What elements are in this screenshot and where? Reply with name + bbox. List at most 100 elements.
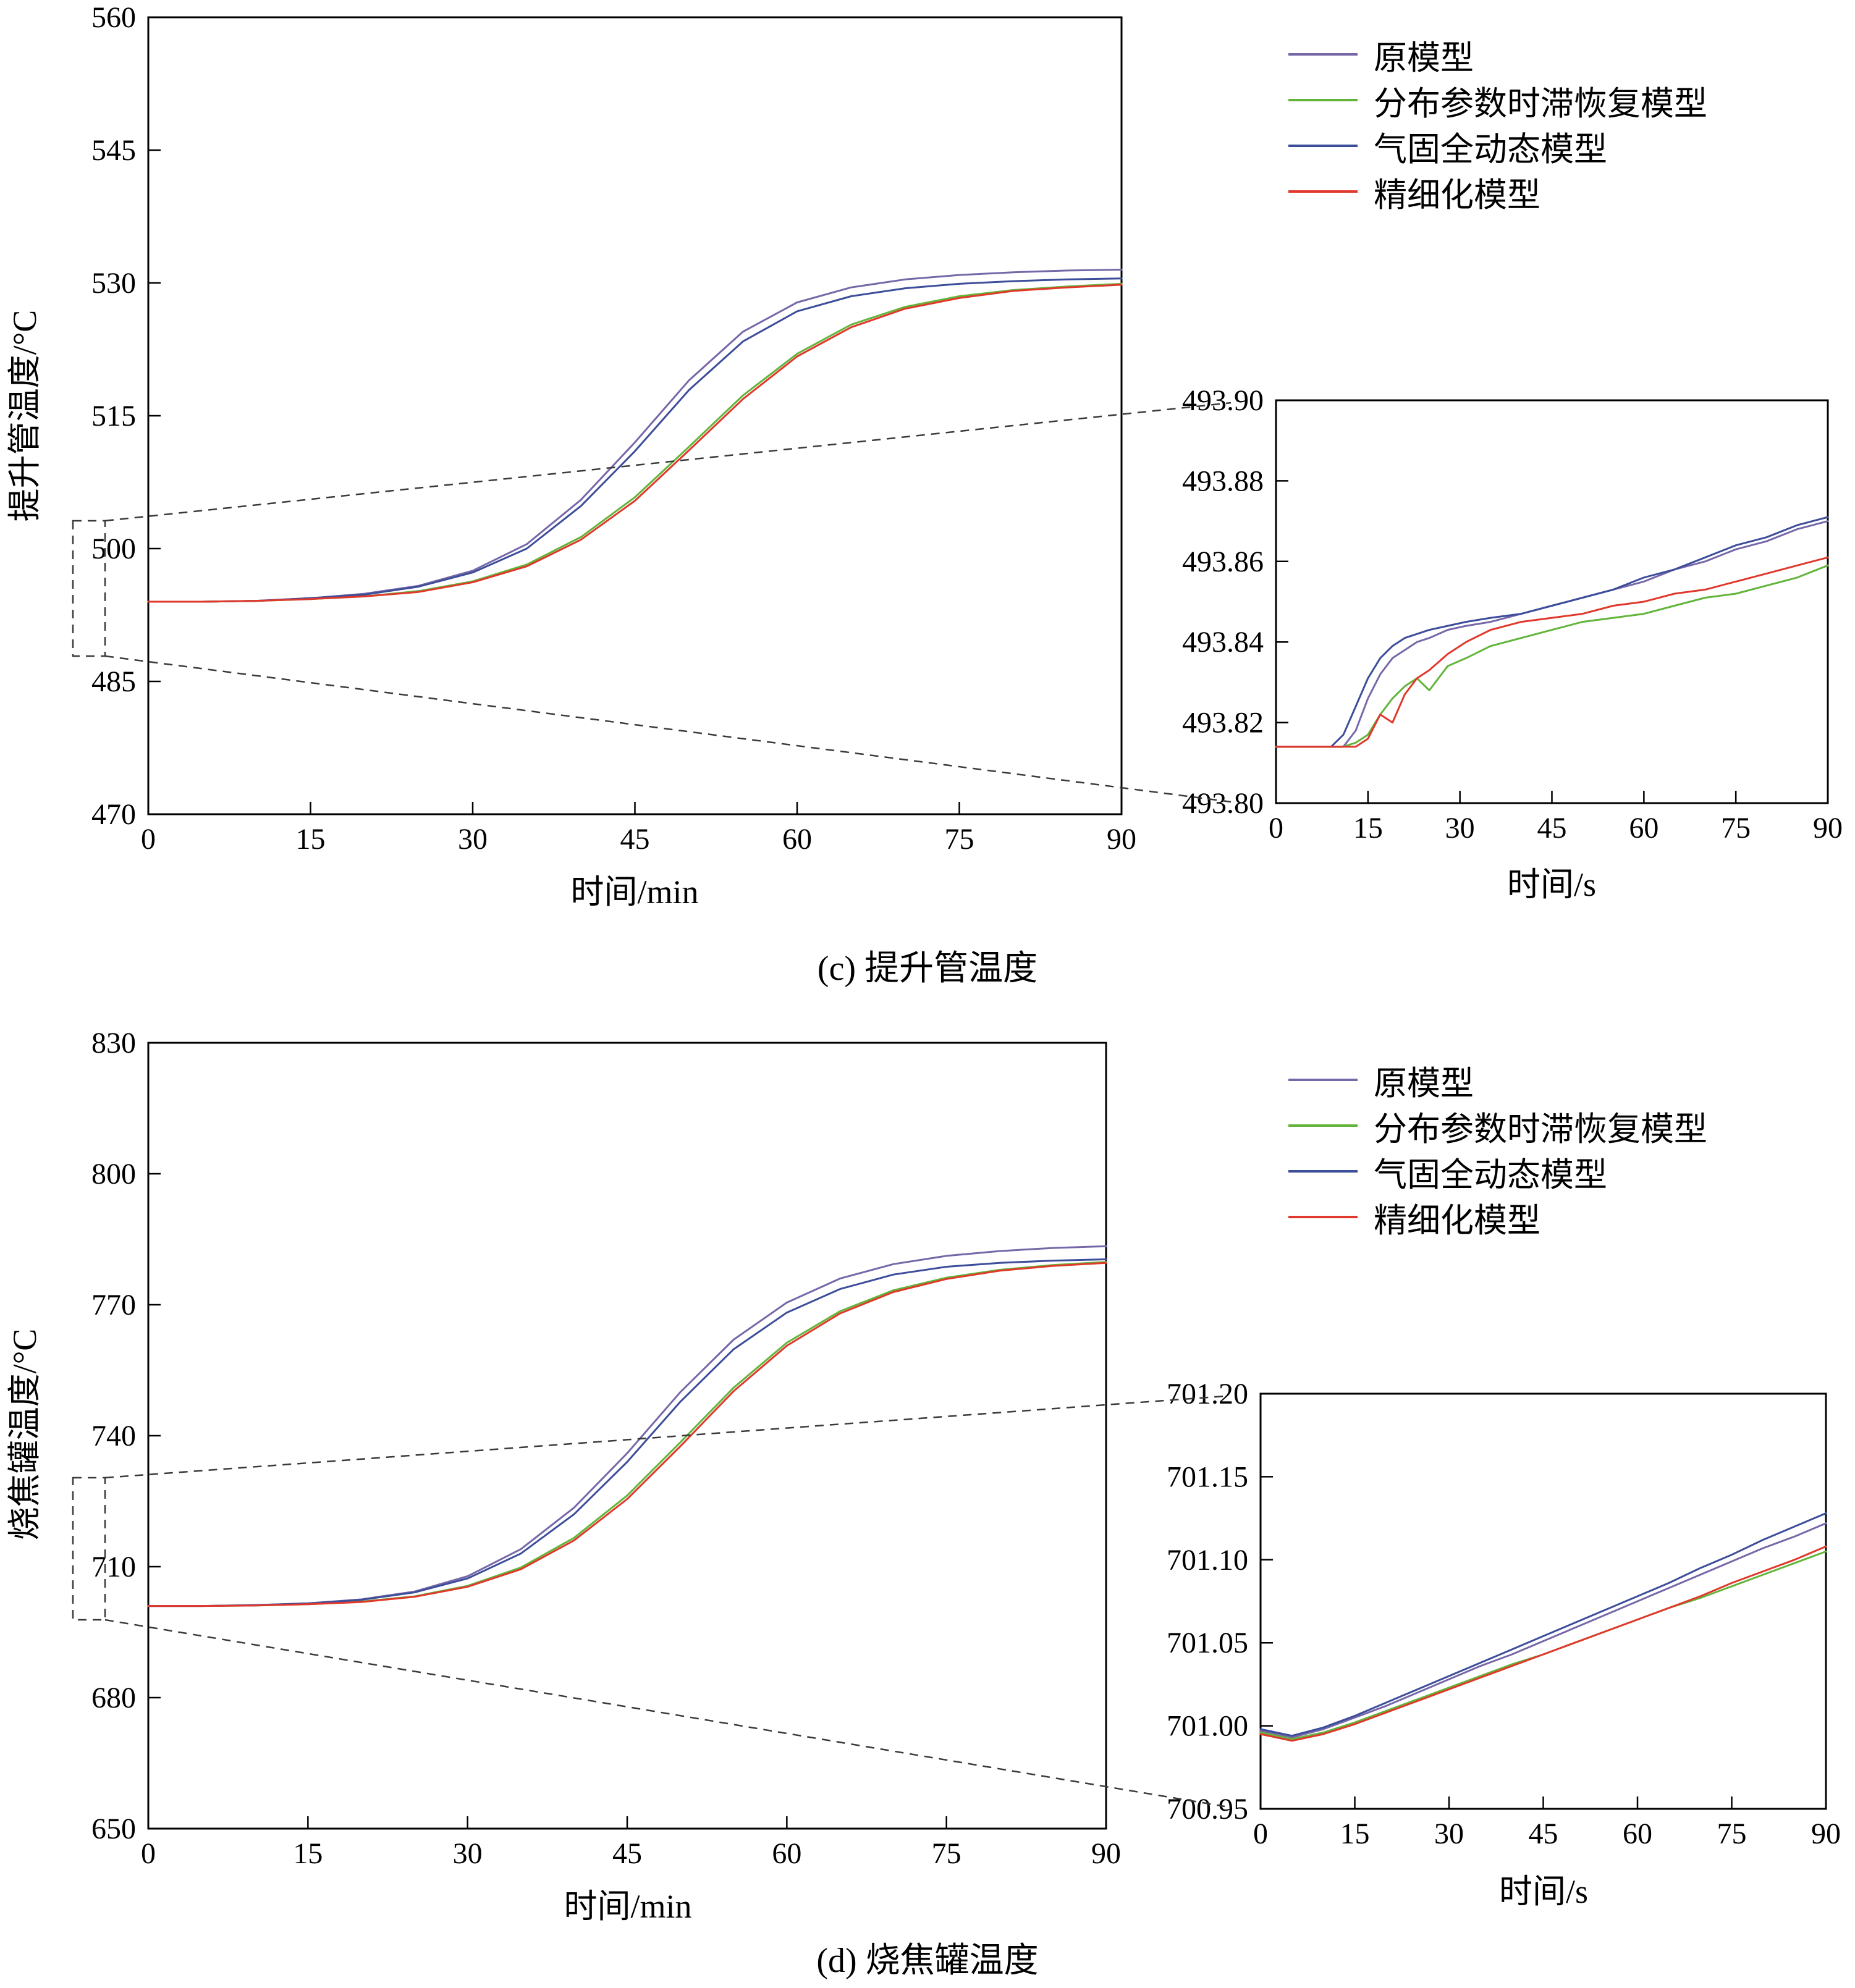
- legend-line-swatch: [1288, 53, 1358, 56]
- y-tick-label: 680: [91, 1682, 136, 1714]
- legend-line-swatch: [1288, 1170, 1358, 1173]
- y-tick-label: 800: [91, 1158, 136, 1190]
- y-tick-label: 485: [91, 665, 136, 698]
- x-tick-label: 75: [932, 1837, 961, 1870]
- zoom-region-box: [72, 520, 106, 657]
- series-line: [1275, 520, 1829, 748]
- zoom-connector-line: [104, 1619, 1225, 1808]
- y-tick-label: 493.88: [1182, 465, 1264, 497]
- plot-border: [147, 1042, 1107, 1830]
- legend-item-label: 分布参数时滞恢复模型: [1374, 1110, 1707, 1148]
- y-tick-label: 701.05: [1167, 1627, 1248, 1659]
- plot-border: [1259, 1392, 1827, 1810]
- legend-item: 分布参数时滞恢复模型: [1288, 82, 1707, 122]
- series-line: [1275, 564, 1829, 748]
- x-tick-label: 75: [1717, 1817, 1747, 1850]
- y-tick-label: 701.00: [1167, 1710, 1248, 1743]
- series-line: [1259, 1545, 1827, 1742]
- legend-item-label: 气固全动态模型: [1374, 1156, 1607, 1194]
- x-axis-title: 时间/min: [564, 1888, 691, 1925]
- series-line: [1275, 516, 1829, 748]
- y-tick-label: 700.95: [1167, 1793, 1248, 1826]
- zoom-region-box: [72, 1476, 106, 1621]
- legend-line-swatch: [1288, 1079, 1358, 1081]
- legend-line-swatch: [1288, 1216, 1358, 1218]
- x-tick-label: 45: [1529, 1817, 1558, 1850]
- plot-border: [1275, 399, 1829, 804]
- x-tick-label: 60: [1623, 1817, 1652, 1850]
- chart-c-main: 0 15 30 45 60 75 90 470 485 500 515 530 545 560 时间/min…: [6, 1, 1136, 911]
- series-line: [147, 277, 1123, 603]
- x-tick-label: 60: [782, 823, 812, 856]
- x-tick-label: 45: [1537, 812, 1567, 844]
- x-tick-label: 15: [293, 1837, 323, 1870]
- legend-panel-d: 原模型 分布参数时滞恢复模型 气固全动态模型 精细化模型: [1288, 1061, 1707, 1239]
- legend-item: 气固全动态模型: [1288, 127, 1707, 168]
- x-tick-label: 30: [1434, 1817, 1464, 1850]
- panel-c-caption: (c) 提升管温度: [817, 950, 1038, 988]
- chart-d-inset: 0 15 30 45 60 75 90 700.95 701.00 701.05 701.10 701…: [1167, 1378, 1841, 1910]
- x-tick-label: 90: [1107, 823, 1136, 856]
- legend-panel-c: 原模型 分布参数时滞恢复模型 气固全动态模型 精细化模型: [1288, 36, 1707, 214]
- series-line: [147, 269, 1123, 603]
- y-tick-label: 515: [91, 400, 136, 432]
- legend-item-label: 原模型: [1374, 1064, 1474, 1102]
- y-tick-label: 545: [91, 134, 136, 167]
- x-axis-title: 时间/s: [1499, 1873, 1588, 1910]
- legend-item-label: 精细化模型: [1374, 176, 1540, 214]
- y-tick-label: 500: [91, 533, 136, 565]
- zoom-connector-line: [104, 1395, 1225, 1479]
- x-tick-label: 30: [453, 1837, 483, 1870]
- y-tick-label: 701.15: [1167, 1460, 1248, 1493]
- y-tick-label: 493.82: [1182, 707, 1264, 739]
- x-tick-label: 75: [1721, 812, 1751, 844]
- y-tick-label: 830: [91, 1027, 136, 1059]
- legend-item: 原模型: [1288, 1061, 1707, 1102]
- y-tick-label: 530: [91, 267, 136, 300]
- legend-item: 精细化模型: [1288, 1198, 1707, 1239]
- y-tick-label: 701.10: [1167, 1544, 1248, 1577]
- x-tick-label: 0: [141, 823, 156, 856]
- zoom-connector-line: [104, 402, 1232, 522]
- x-tick-label: 0: [1269, 812, 1283, 844]
- chart-c-inset: 0 15 30 45 60 75 90 493.80 493.82 493.84 493.86 493…: [1182, 384, 1843, 903]
- x-tick-label: 15: [296, 823, 326, 856]
- y-tick-label: 650: [91, 1813, 136, 1845]
- x-tick-label: 30: [458, 823, 488, 856]
- x-tick-label: 15: [1340, 1817, 1370, 1850]
- y-tick-label: 770: [91, 1289, 136, 1321]
- chart-d-main: 0 15 30 45 60 75 90 650 680 710 740 770 800 830 时间/min…: [6, 1027, 1121, 1925]
- series-line: [147, 284, 1123, 603]
- y-tick-label: 493.90: [1182, 384, 1264, 417]
- x-tick-label: 0: [1253, 1817, 1268, 1850]
- legend-line-swatch: [1288, 145, 1358, 147]
- legend-item: 分布参数时滞恢复模型: [1288, 1107, 1707, 1148]
- y-tick-label: 560: [91, 1, 136, 34]
- legend-item-label: 精细化模型: [1374, 1202, 1540, 1239]
- legend-item-label: 分布参数时滞恢复模型: [1374, 85, 1707, 122]
- legend-line-swatch: [1288, 1124, 1358, 1127]
- legend-item-label: 气固全动态模型: [1374, 130, 1607, 168]
- x-tick-label: 90: [1091, 1837, 1121, 1870]
- x-tick-label: 90: [1811, 1817, 1841, 1850]
- y-tick-label: 493.86: [1182, 545, 1264, 578]
- y-tick-label: 701.20: [1167, 1378, 1248, 1410]
- x-axis-title: 时间/s: [1507, 866, 1596, 903]
- y-tick-label: 740: [91, 1420, 136, 1452]
- series-line: [1259, 1512, 1827, 1737]
- x-tick-label: 60: [772, 1837, 801, 1870]
- y-tick-label: 470: [91, 798, 136, 831]
- y-tick-label: 710: [91, 1551, 136, 1583]
- x-tick-label: 45: [620, 823, 650, 856]
- series-line: [147, 1261, 1107, 1607]
- y-tick-label: 493.84: [1182, 626, 1264, 659]
- series-line: [147, 1258, 1107, 1607]
- zoom-connector-line: [104, 655, 1232, 803]
- series-line: [1259, 1522, 1827, 1738]
- y-axis-title: 提升管温度/°C: [6, 310, 43, 522]
- legend-item: 精细化模型: [1288, 173, 1707, 214]
- legend-item: 原模型: [1288, 36, 1707, 77]
- panel-d-caption: (d) 烧焦罐温度: [816, 1942, 1039, 1980]
- x-tick-label: 0: [141, 1837, 156, 1870]
